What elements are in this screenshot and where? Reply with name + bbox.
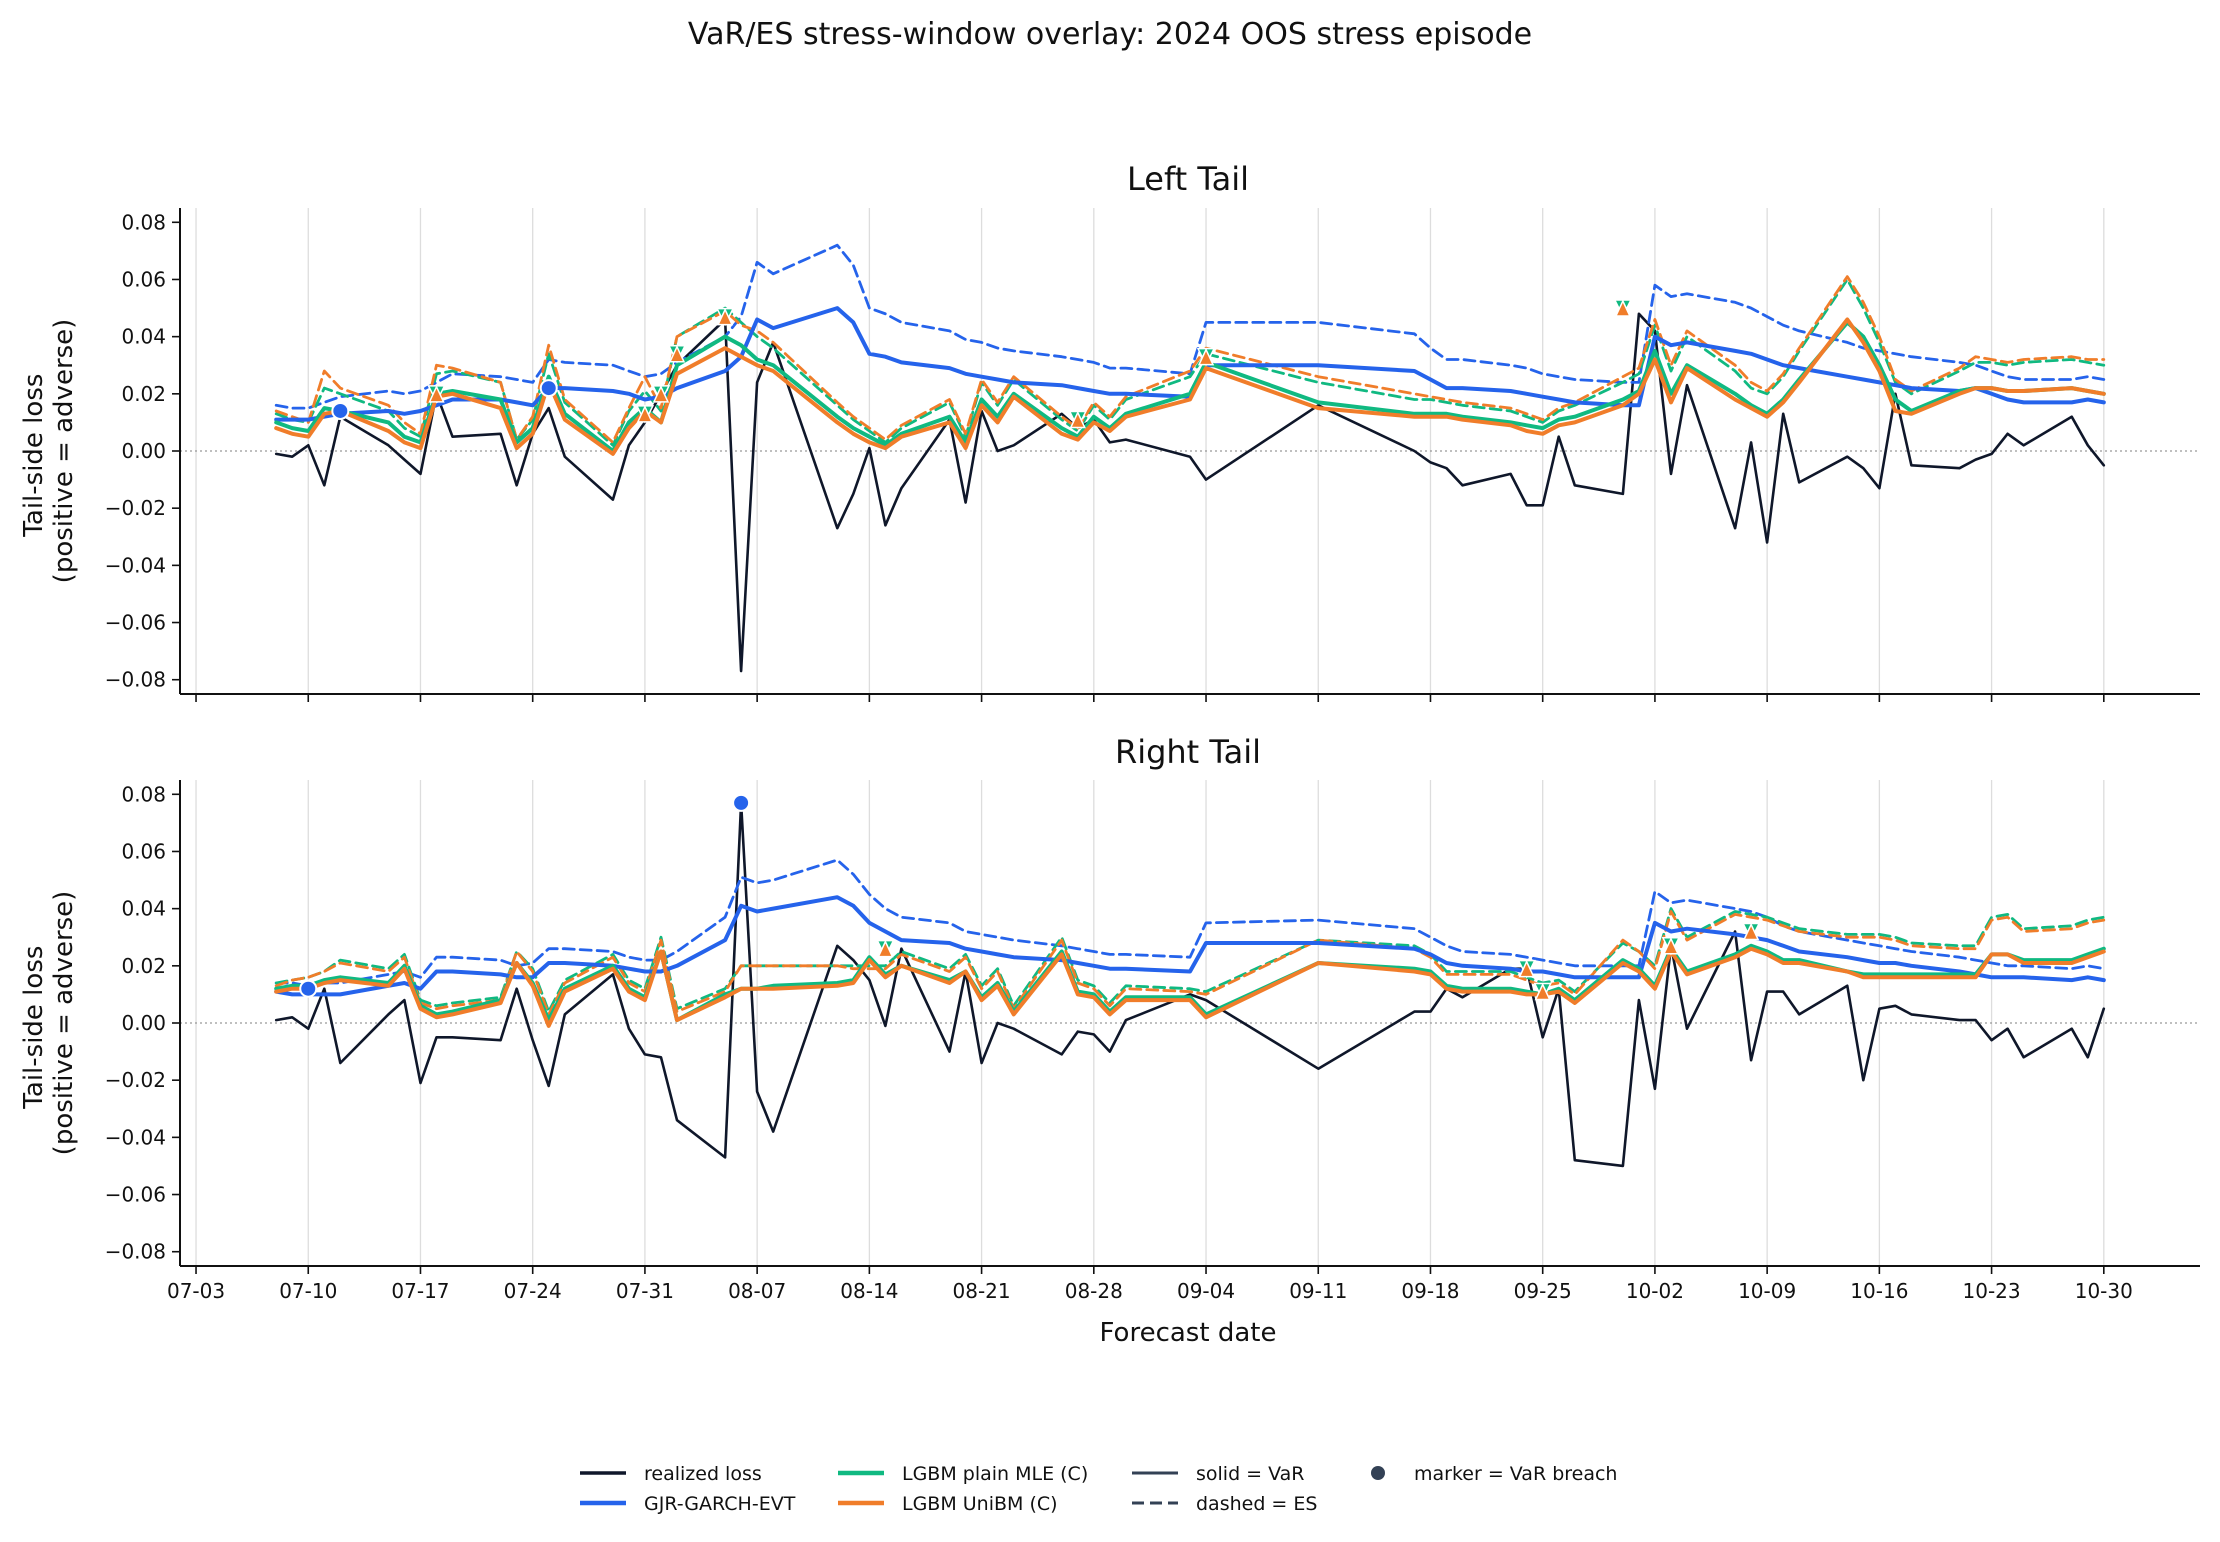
series-line-garch-var [274, 895, 2106, 997]
x-tick-label: 09-18 [1401, 1279, 1459, 1303]
breach-marker-unibm [877, 939, 894, 958]
series-line-unibm-var [274, 946, 2106, 1028]
y-tick-label: −0.04 [105, 553, 166, 577]
breach-marker-garch [732, 793, 751, 812]
series-line-unibm-var [274, 317, 2106, 456]
y-tick-label: 0.06 [121, 839, 166, 863]
series-line-realized-loss [274, 312, 2106, 673]
breach-marker-unibm [1534, 982, 1551, 1001]
x-tick-label: 10-30 [2075, 1279, 2133, 1303]
breach-marker-unibm [1742, 922, 1760, 941]
y-tick-label: 0.00 [121, 1011, 166, 1035]
legend-realized-label: realized loss [644, 1463, 762, 1485]
x-tick-label: 07-10 [279, 1279, 337, 1303]
x-tick-label: 09-11 [1289, 1279, 1347, 1303]
y-tick-label: −0.08 [105, 668, 166, 692]
x-tick-label: 08-14 [840, 1279, 898, 1303]
breach-marker-garch [331, 401, 350, 420]
breach-marker-unibm [636, 405, 654, 423]
legend-marker-label: marker = VaR breach [1414, 1463, 1617, 1485]
y-tick-label: −0.06 [105, 1183, 166, 1207]
y-tick-label: 0.04 [121, 325, 166, 349]
figure-suptitle: VaR/ES stress-window overlay: 2024 OOS s… [688, 17, 1532, 52]
x-tick-label: 07-17 [391, 1279, 449, 1303]
x-tick-label: 08-21 [953, 1279, 1011, 1303]
x-tick-label: 10-16 [1850, 1279, 1908, 1303]
y-axis-label-right-tail: Tail-side loss (positive = adverse) [19, 891, 79, 1156]
panel-right-tail: Right Tail Tail-side loss (positive = ad… [19, 733, 2200, 1303]
x-tick-label: 07-24 [504, 1279, 562, 1303]
breach-marker-unibm [716, 307, 734, 326]
y-tick-label: −0.04 [105, 1125, 166, 1149]
x-tick-label: 08-07 [728, 1279, 786, 1303]
breach-marker-unibm [1614, 299, 1632, 317]
series-line-garch-var [274, 306, 2106, 422]
series-line-realized-loss [274, 801, 2106, 1168]
breach-marker-unibm [428, 385, 445, 403]
y-axis-label-line1: Tail-side loss [19, 374, 49, 538]
legend-unibm-label: LGBM UniBM (C) [902, 1493, 1058, 1515]
x-tick-label: 09-25 [1514, 1279, 1572, 1303]
y-axis-label-line2: (positive = adverse) [49, 891, 79, 1156]
x-tick-label: 09-04 [1177, 1279, 1235, 1303]
y-tick-label: 0.08 [121, 782, 166, 806]
series-line-unibm-es [274, 910, 2106, 1016]
breach-marker-unibm [652, 385, 670, 403]
y-tick-label: 0.02 [121, 954, 166, 978]
y-tick-label: −0.08 [105, 1240, 166, 1264]
breach-marker-unibm [1069, 410, 1086, 429]
legend-solid-label: solid = VaR [1196, 1463, 1305, 1485]
x-tick-label: 10-23 [1963, 1279, 2021, 1303]
y-tick-label: 0.04 [121, 897, 166, 921]
y-axis-label-line2: (positive = adverse) [49, 319, 79, 584]
y-tick-label: −0.06 [105, 611, 166, 635]
panel-title-right-tail: Right Tail [1115, 733, 1261, 771]
breach-marker-garch [299, 979, 318, 998]
x-tick-label: 10-02 [1626, 1279, 1684, 1303]
x-tick-label: 07-03 [167, 1279, 225, 1303]
legend-garch-label: GJR-GARCH-EVT [644, 1493, 796, 1515]
x-tick-label: 07-31 [616, 1279, 674, 1303]
breach-marker-unibm [1662, 937, 1680, 955]
y-axis-label-left-tail: Tail-side loss (positive = adverse) [19, 319, 79, 584]
y-axis-label-line1: Tail-side loss [19, 946, 49, 1110]
x-tick-label: 10-09 [1738, 1279, 1796, 1303]
x-axis-label: Forecast date [1100, 1318, 1277, 1348]
y-tick-label: 0.02 [121, 382, 166, 406]
legend-plain-label: LGBM plain MLE (C) [902, 1463, 1088, 1485]
y-tick-label: −0.02 [105, 1068, 166, 1092]
legend: realized loss GJR-GARCH-EVT LGBM plain M… [580, 1463, 1617, 1515]
breach-marker-unibm [668, 345, 686, 363]
breach-marker-garch [539, 379, 558, 398]
panel-left-tail: Left Tail Tail-side loss (positive = adv… [19, 160, 2200, 702]
legend-dashed-label: dashed = ES [1196, 1493, 1317, 1515]
breach-marker-unibm [1518, 959, 1535, 978]
y-tick-label: 0.06 [121, 267, 166, 291]
y-tick-label: 0.08 [121, 210, 166, 234]
series-line-plain-es [274, 278, 2106, 447]
breach-marker-unibm [1197, 347, 1215, 366]
x-tick-label: 08-28 [1065, 1279, 1123, 1303]
panel-title-left-tail: Left Tail [1127, 160, 1249, 198]
y-tick-label: −0.02 [105, 496, 166, 520]
series-line-garch-es [274, 858, 2106, 988]
legend-marker-swatch [1371, 1466, 1385, 1480]
y-tick-label: 0.00 [121, 439, 166, 463]
